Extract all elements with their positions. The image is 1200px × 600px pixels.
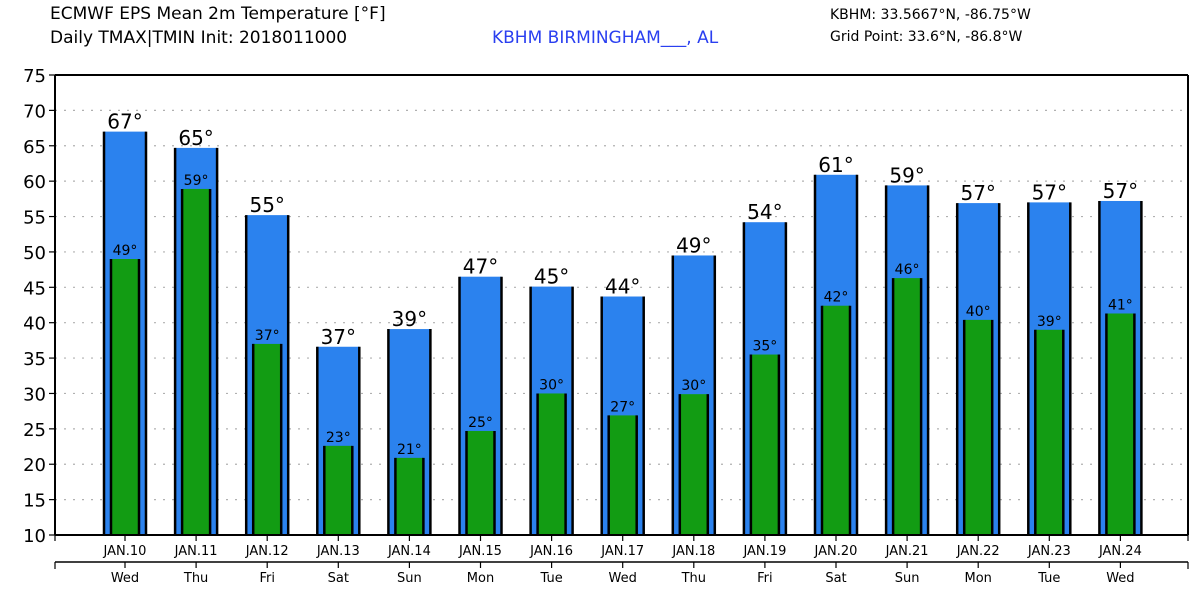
x-day-label: Tue xyxy=(1037,571,1060,586)
x-day-label: Sun xyxy=(397,571,422,586)
x-date-label: JAN.22 xyxy=(956,544,1000,559)
tmin-value-label: 30° xyxy=(539,377,564,393)
y-tick-label: 75 xyxy=(23,66,46,87)
tmax-value-label: 49° xyxy=(676,233,711,257)
tmin-bar xyxy=(182,188,211,535)
x-date-label: JAN.11 xyxy=(174,544,218,559)
tmin-value-label: 46° xyxy=(895,262,920,278)
x-date-label: JAN.15 xyxy=(458,544,502,559)
x-day-label: Fri xyxy=(259,571,275,586)
x-date-label: JAN.17 xyxy=(600,544,644,559)
x-date-label: JAN.24 xyxy=(1098,544,1142,559)
bars xyxy=(102,131,1143,536)
value-labels: 67° 49° 65° 59° 55° 37° 37° 23° 39° 21° 47° 25° 45° 3… xyxy=(107,110,1138,458)
tmax-value-label: 57° xyxy=(1032,180,1067,204)
tmin-bar xyxy=(608,415,637,535)
y-tick-label: 65 xyxy=(23,137,46,158)
tmin-bar xyxy=(253,343,282,535)
tmin-value-label: 41° xyxy=(1108,297,1133,313)
y-tick-label: 15 xyxy=(23,491,46,512)
x-day-label: Wed xyxy=(111,571,139,586)
y-tick-label: 55 xyxy=(23,208,46,229)
grid-point-coordinates: Grid Point: 33.6°N, -86.8°W xyxy=(830,29,1023,45)
station-label: KBHM BIRMINGHAM___, AL xyxy=(492,28,719,48)
tmax-value-label: 45° xyxy=(534,265,569,289)
y-tick-label: 25 xyxy=(23,420,46,441)
tmax-value-label: 55° xyxy=(249,193,284,217)
tmin-bar xyxy=(395,457,424,535)
x-day-label: Sun xyxy=(895,571,920,586)
tmin-value-label: 25° xyxy=(468,415,493,431)
x-date-label: JAN.16 xyxy=(529,544,573,559)
tmin-bar xyxy=(893,278,922,535)
y-tick-label: 70 xyxy=(23,101,46,122)
tmin-value-label: 40° xyxy=(966,304,991,320)
tmin-value-label: 35° xyxy=(752,339,777,355)
tmin-bar xyxy=(537,393,566,535)
tmax-value-label: 67° xyxy=(107,110,142,134)
y-tick-label: 20 xyxy=(23,455,46,476)
x-date-label: JAN.19 xyxy=(742,544,786,559)
y-tick-label: 35 xyxy=(23,349,46,370)
tmin-bar xyxy=(1106,313,1135,535)
y-tick-label: 60 xyxy=(23,172,46,193)
y-tick-label: 40 xyxy=(23,314,46,335)
y-tick-label: 10 xyxy=(23,526,46,547)
station-coordinates: KBHM: 33.5667°N, -86.75°W xyxy=(830,7,1031,23)
x-day-label: Tue xyxy=(539,571,562,586)
tmin-value-label: 23° xyxy=(326,430,351,446)
tmin-value-label: 49° xyxy=(113,243,138,259)
tmax-value-label: 65° xyxy=(178,126,213,150)
x-day-label: Wed xyxy=(609,571,637,586)
x-date-label: JAN.12 xyxy=(245,544,289,559)
tmin-value-label: 37° xyxy=(255,328,280,344)
tmax-value-label: 57° xyxy=(1103,179,1138,203)
x-day-label: Mon xyxy=(467,571,494,586)
tmin-bar xyxy=(750,354,779,535)
tmin-value-label: 39° xyxy=(1037,314,1062,330)
x-date-label: JAN.21 xyxy=(885,544,929,559)
tmin-bar xyxy=(111,259,139,535)
tmax-value-label: 61° xyxy=(818,153,853,177)
tmax-value-label: 54° xyxy=(747,200,782,224)
tmin-value-label: 42° xyxy=(824,290,849,306)
x-day-label: Thu xyxy=(183,571,208,586)
x-date-label: JAN.23 xyxy=(1027,544,1071,559)
x-day-label: Fri xyxy=(757,571,773,586)
tmin-value-label: 30° xyxy=(681,378,706,394)
y-tick-label: 30 xyxy=(23,384,46,405)
plot-frame xyxy=(54,74,1189,536)
tmin-value-label: 21° xyxy=(397,442,422,458)
tmin-value-label: 59° xyxy=(184,173,209,189)
y-tick-label: 45 xyxy=(23,278,46,299)
axes: 10 15 20 25 30 35 40 45 50 55 60 65 70 75 JAN.10 Wed JAN… xyxy=(23,66,1189,586)
x-date-label: JAN.20 xyxy=(814,544,858,559)
x-date-label: JAN.13 xyxy=(316,544,360,559)
x-day-label: Sat xyxy=(328,571,349,586)
x-day-label: Sat xyxy=(825,571,846,586)
chart-title: ECMWF EPS Mean 2m Temperature [°F] xyxy=(50,4,386,24)
tmin-bar xyxy=(324,445,353,535)
tmin-value-label: 27° xyxy=(610,399,635,415)
x-day-label: Mon xyxy=(964,571,991,586)
chart-subtitle: Daily TMAX|TMIN Init: 2018011000 xyxy=(50,28,348,48)
tmax-value-label: 59° xyxy=(889,163,924,187)
x-day-label: Wed xyxy=(1106,571,1134,586)
tmin-bar xyxy=(679,394,708,535)
tmax-value-label: 39° xyxy=(392,307,427,331)
tmax-value-label: 57° xyxy=(960,181,995,205)
x-date-label: JAN.10 xyxy=(103,544,147,559)
y-tick-label: 50 xyxy=(23,243,46,264)
tmin-bar xyxy=(822,305,850,535)
x-date-label: JAN.18 xyxy=(671,544,715,559)
tmax-value-label: 47° xyxy=(463,255,498,279)
x-date-label: JAN.14 xyxy=(387,544,431,559)
tmax-value-label: 44° xyxy=(605,275,640,299)
tmin-bar xyxy=(1035,329,1064,535)
tmin-bar xyxy=(964,319,993,535)
x-day-label: Thu xyxy=(681,571,706,586)
tmax-value-label: 37° xyxy=(321,325,356,349)
tmin-bar xyxy=(466,430,495,535)
